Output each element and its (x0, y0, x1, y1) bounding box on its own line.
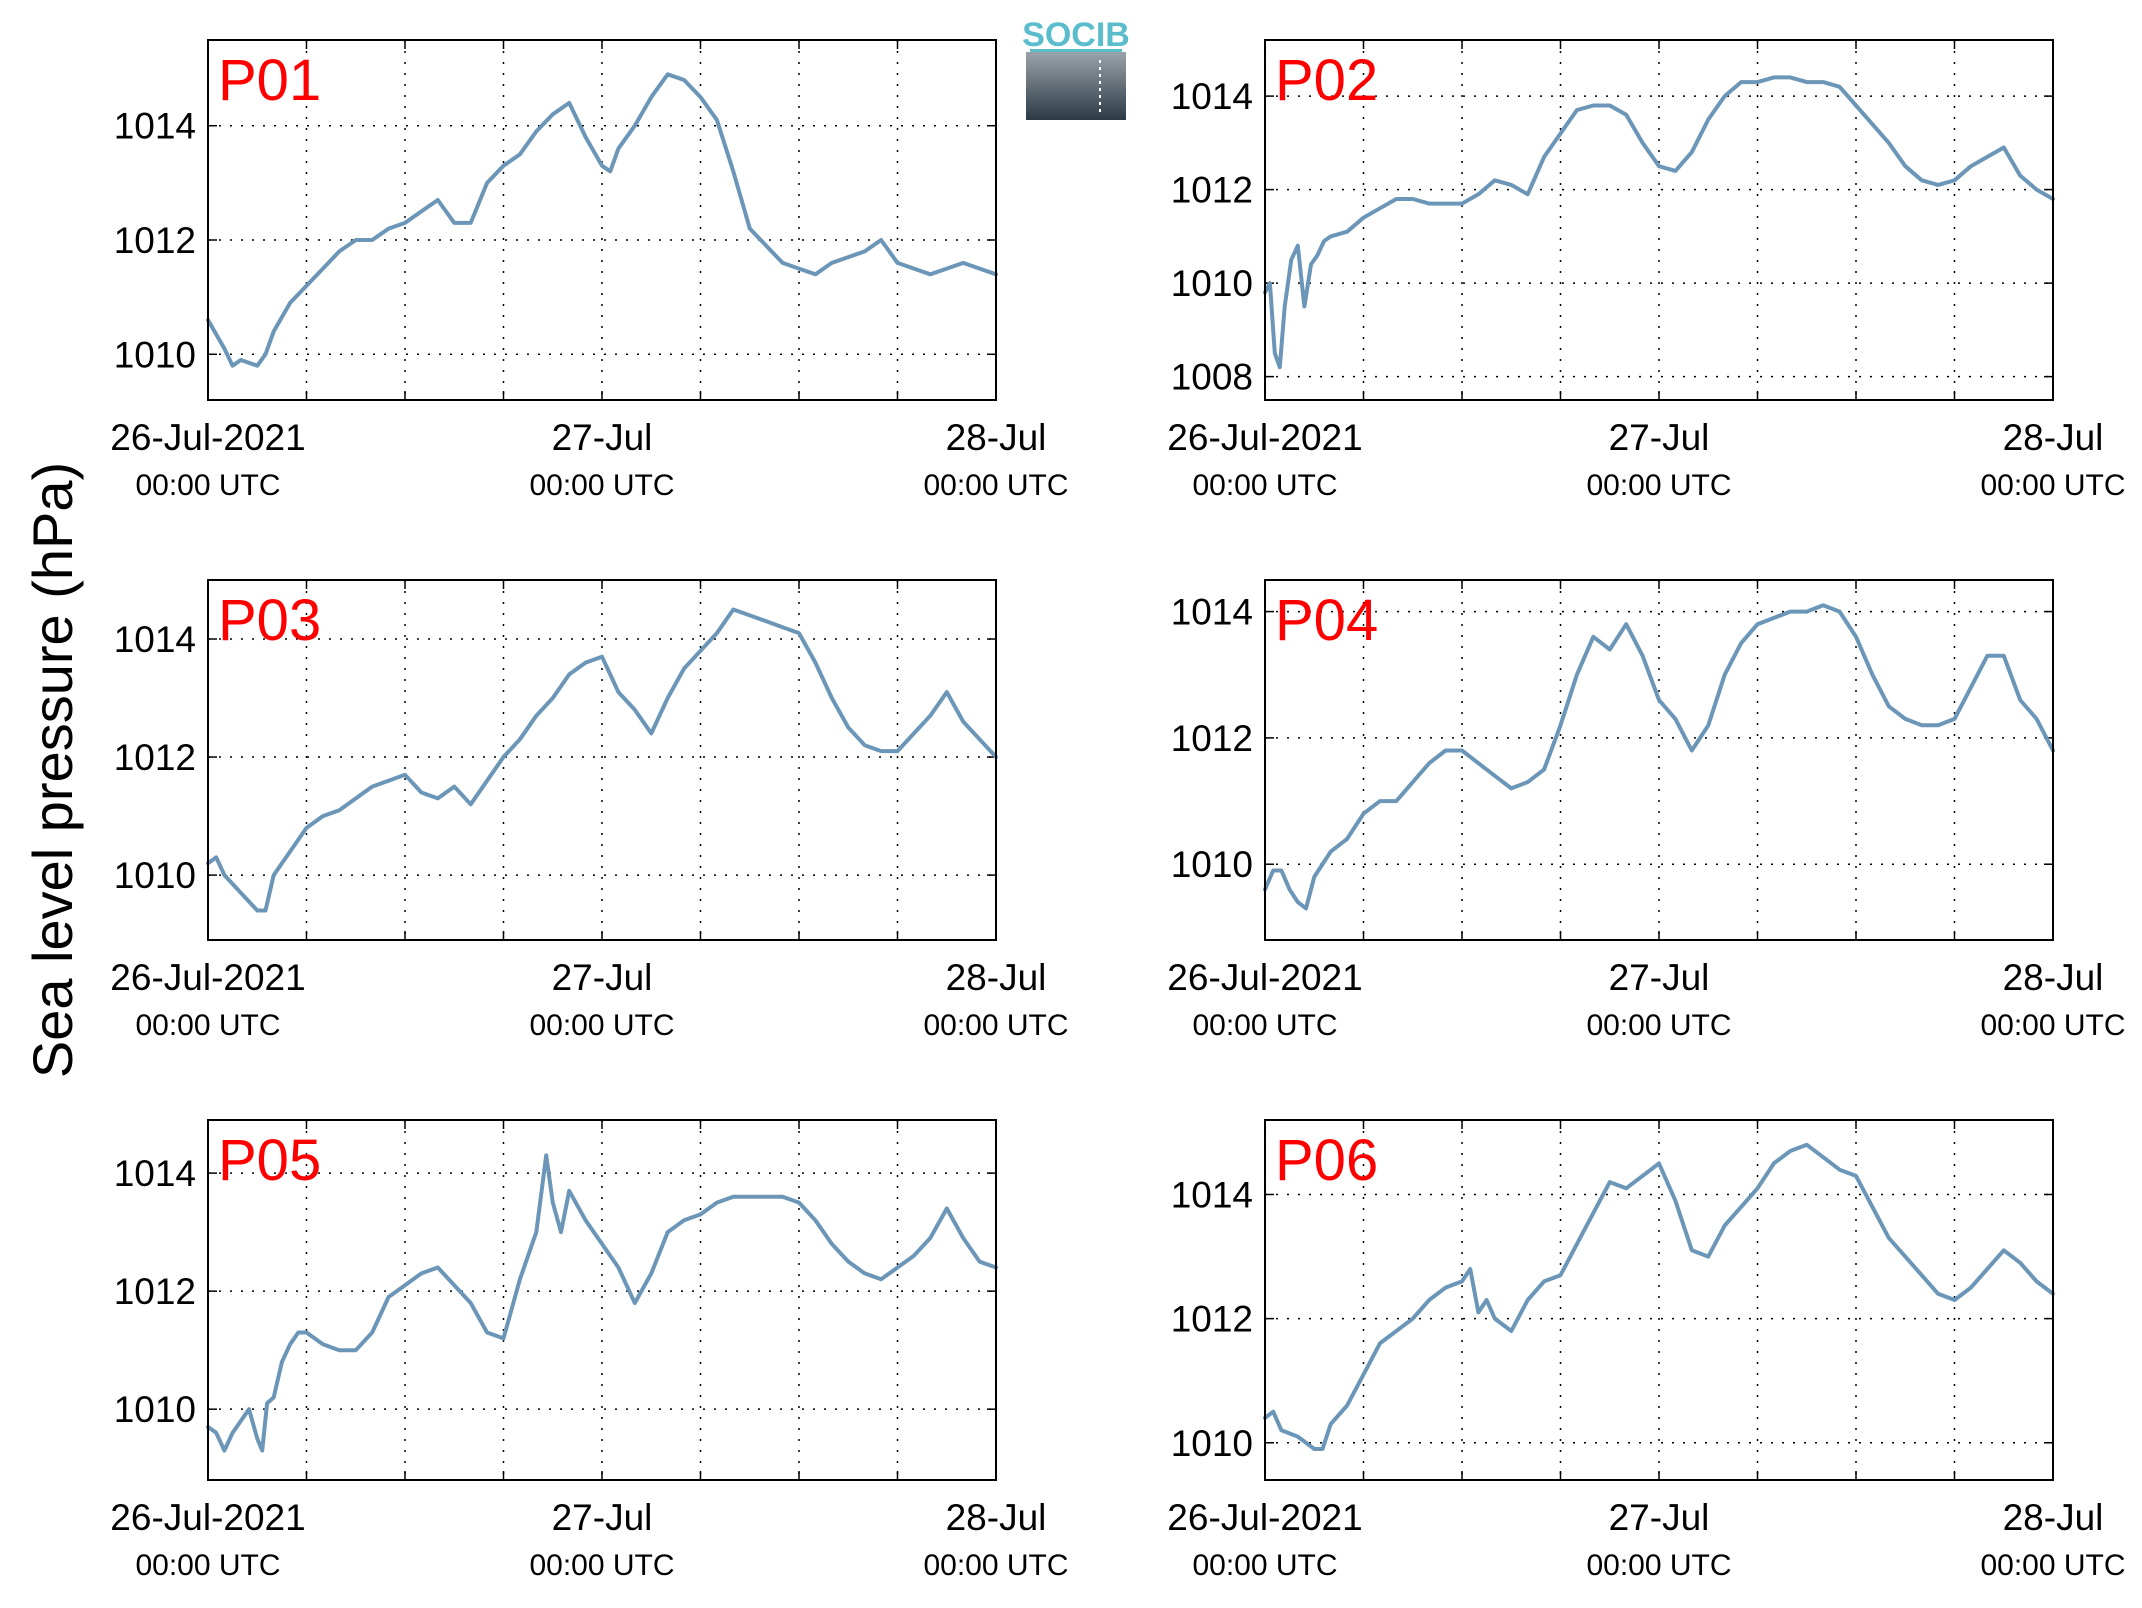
y-tick-label: 1012 (1171, 1299, 1253, 1340)
x-tick-label-time: 00:00 UTC (923, 469, 1068, 502)
x-tick-label-date: 26-Jul-2021 (110, 1497, 305, 1538)
socib-logo: SOCIB (1022, 16, 1130, 120)
x-tick-label-time: 00:00 UTC (529, 469, 674, 502)
x-tick-label-date: 27-Jul (1609, 417, 1710, 458)
y-tick-label: 1012 (1171, 718, 1253, 759)
x-tick-label-date: 27-Jul (1609, 1497, 1710, 1538)
y-tick-label: 1012 (114, 220, 196, 261)
x-tick-label-time: 00:00 UTC (1586, 469, 1731, 502)
x-tick-label-time: 00:00 UTC (1586, 1009, 1731, 1042)
x-tick-label-time: 00:00 UTC (1980, 1009, 2125, 1042)
plot-frame (1264, 579, 2054, 941)
panel-label: P05 (218, 1128, 321, 1193)
plot-frame (207, 579, 997, 941)
y-tick-label: 1008 (1171, 357, 1253, 398)
x-tick-label-date: 28-Jul (2003, 957, 2104, 998)
x-tick-label-date: 26-Jul-2021 (1167, 957, 1362, 998)
x-tick-label-time: 00:00 UTC (135, 1009, 280, 1042)
series-line (206, 72, 998, 368)
x-tick-label-time: 00:00 UTC (1192, 1009, 1337, 1042)
y-tick-label: 1014 (114, 1153, 196, 1194)
y-tick-label: 1010 (1171, 1423, 1253, 1464)
x-tick-label-time: 00:00 UTC (529, 1009, 674, 1042)
x-tick-label-date: 28-Jul (2003, 417, 2104, 458)
y-tick-label: 1010 (114, 855, 196, 896)
series-line (1263, 75, 2055, 370)
x-tick-label-date: 26-Jul-2021 (110, 417, 305, 458)
y-tick-label: 1012 (1171, 170, 1253, 211)
panel-label: P02 (1275, 48, 1378, 113)
y-tick-label: 1010 (1171, 844, 1253, 885)
plot-frame (207, 1119, 997, 1481)
y-tick-label: 1014 (114, 619, 196, 660)
y-tick-label: 1010 (114, 1389, 196, 1430)
y-tick-label: 1010 (1171, 263, 1253, 304)
panel-label: P03 (218, 588, 321, 653)
x-tick-label-date: 28-Jul (2003, 1497, 2104, 1538)
y-tick-label: 1014 (1171, 1174, 1253, 1215)
x-tick-label-date: 26-Jul-2021 (110, 957, 305, 998)
plot-frame (1264, 39, 2054, 401)
x-tick-label-time: 00:00 UTC (923, 1549, 1068, 1582)
y-tick-label: 1012 (114, 1271, 196, 1312)
series-line (206, 1153, 998, 1453)
chart-panel-5: 1010 1012 1014 26-Jul-2021 00:00 UTC 27-Jul 00… (110, 1119, 1069, 1582)
y-tick-label: 1014 (114, 106, 196, 147)
x-tick-label-date: 27-Jul (552, 1497, 653, 1538)
chart-panel-4: 1010 1012 1014 26-Jul-2021 00:00 UTC 27-Jul 00… (1167, 579, 2126, 1042)
chart-panel-2: 1008 1010 1012 1014 26-Jul-2021 00:00 UTC 27-J… (1167, 39, 2126, 502)
plot-frame (207, 39, 997, 401)
y-tick-label: 1014 (1171, 76, 1253, 117)
y-tick-label: 1014 (1171, 592, 1253, 633)
x-tick-label-time: 00:00 UTC (1980, 469, 2125, 502)
x-tick-label-date: 26-Jul-2021 (1167, 1497, 1362, 1538)
x-tick-label-time: 00:00 UTC (923, 1009, 1068, 1042)
panel-label: P01 (218, 48, 321, 113)
chart-panel-6: 1010 1012 1014 26-Jul-2021 00:00 UTC 27-Jul 00… (1167, 1119, 2126, 1582)
x-tick-label-date: 27-Jul (552, 957, 653, 998)
x-tick-label-time: 00:00 UTC (1192, 469, 1337, 502)
x-tick-label-date: 27-Jul (552, 417, 653, 458)
logo-text: SOCIB (1022, 16, 1130, 54)
x-tick-label-date: 28-Jul (946, 957, 1047, 998)
x-tick-label-time: 00:00 UTC (1586, 1549, 1731, 1582)
panel-label: P04 (1275, 588, 1378, 653)
x-tick-label-date: 27-Jul (1609, 957, 1710, 998)
series-line (1263, 1142, 2055, 1451)
plot-frame (1264, 1119, 2054, 1481)
y-tick-label: 1010 (114, 334, 196, 375)
x-tick-label-date: 26-Jul-2021 (1167, 417, 1362, 458)
chart-panel-1: 1010 1012 1014 26-Jul-2021 00:00 UTC 27-Jul 00… (110, 39, 1069, 502)
chart-panel-3: 1010 1012 1014 26-Jul-2021 00:00 UTC 27-Jul 00… (110, 579, 1069, 1042)
x-tick-label-time: 00:00 UTC (135, 469, 280, 502)
y-tick-label: 1012 (114, 737, 196, 778)
panel-label: P06 (1275, 1128, 1378, 1193)
x-tick-label-time: 00:00 UTC (1980, 1549, 2125, 1582)
x-tick-label-time: 00:00 UTC (135, 1549, 280, 1582)
x-tick-label-date: 28-Jul (946, 417, 1047, 458)
y-axis-label: Sea level pressure (hPa) (21, 462, 84, 1078)
series-line (1263, 603, 2055, 911)
x-tick-label-time: 00:00 UTC (1192, 1549, 1337, 1582)
x-tick-label-time: 00:00 UTC (529, 1549, 674, 1582)
x-tick-label-date: 28-Jul (946, 1497, 1047, 1538)
series-line (206, 607, 998, 913)
